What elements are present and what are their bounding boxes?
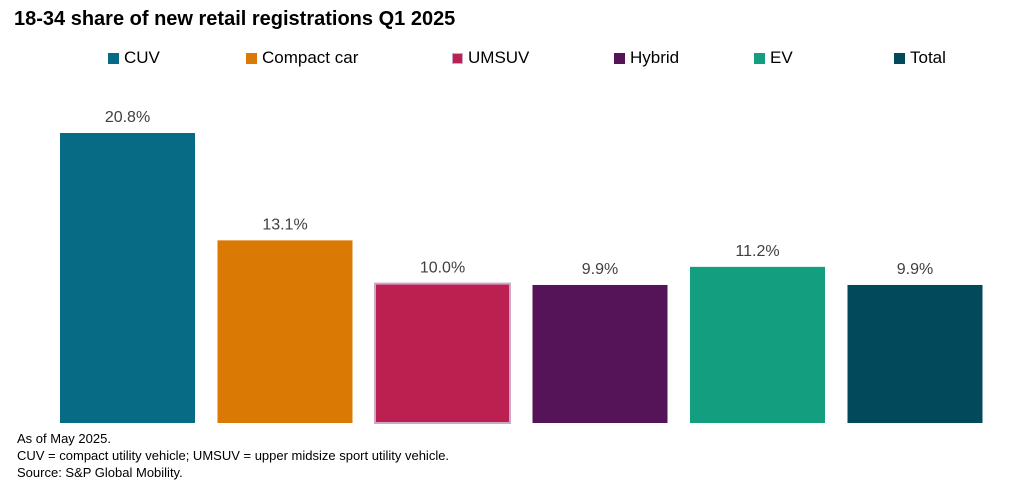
legend-swatch bbox=[108, 52, 119, 64]
legend-label: UMSUV bbox=[468, 48, 530, 67]
legend-item-compact-car: Compact car bbox=[246, 48, 358, 68]
data-label-ev: 11.2% bbox=[735, 243, 779, 260]
bar-umsuv bbox=[374, 282, 511, 425]
legend-item-cuv: CUV bbox=[108, 48, 160, 68]
data-label-hybrid: 9.9% bbox=[582, 261, 618, 278]
bar-total bbox=[847, 284, 983, 423]
legend-swatch bbox=[614, 52, 625, 64]
bar-hybrid bbox=[532, 284, 668, 423]
legend-swatch bbox=[894, 52, 905, 64]
legend-item-ev: EV bbox=[754, 48, 793, 68]
legend-swatch bbox=[452, 52, 463, 64]
data-label-cuv: 20.8% bbox=[105, 109, 150, 126]
legend-swatch bbox=[246, 52, 257, 64]
chart-legend: CUV Compact car UMSUV Hybrid EV Total bbox=[0, 48, 1024, 70]
chart-title: 18-34 share of new retail registrations … bbox=[14, 8, 456, 30]
chart-notes: As of May 2025. CUV = compact utility ve… bbox=[17, 430, 449, 481]
legend-label: CUV bbox=[124, 48, 160, 67]
legend-item-hybrid: Hybrid bbox=[614, 48, 679, 68]
legend-swatch bbox=[754, 52, 765, 64]
legend-label: Total bbox=[910, 48, 946, 67]
source-note: Source: S&P Global Mobility. bbox=[17, 465, 183, 480]
legend-label: EV bbox=[770, 48, 793, 67]
data-label-total: 9.9% bbox=[897, 261, 933, 278]
abbreviation-note: CUV = compact utility vehicle; UMSUV = u… bbox=[17, 448, 450, 463]
legend-label: Hybrid bbox=[630, 48, 680, 67]
data-label-umsuv: 10.0% bbox=[420, 260, 465, 277]
as-of-note: As of May 2025. bbox=[17, 431, 111, 446]
bar-ev bbox=[690, 266, 825, 423]
legend-item-total: Total bbox=[894, 48, 946, 68]
data-label-compact-car: 13.1% bbox=[262, 216, 307, 233]
legend-label: Compact car bbox=[262, 48, 359, 67]
bar-compact-car bbox=[217, 240, 353, 423]
legend-item-umsuv: UMSUV bbox=[452, 48, 529, 68]
bar-cuv bbox=[60, 133, 195, 423]
